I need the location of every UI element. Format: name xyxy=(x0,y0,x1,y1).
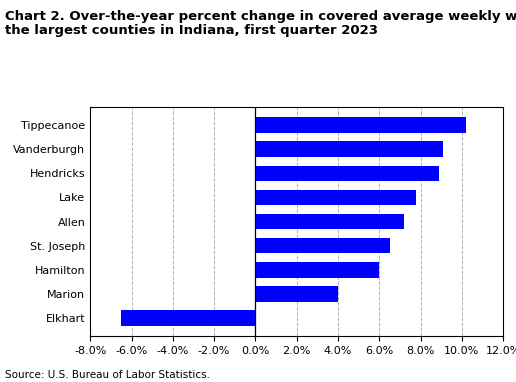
Bar xyxy=(255,117,466,133)
Text: the largest counties in Indiana, first quarter 2023: the largest counties in Indiana, first q… xyxy=(5,24,378,37)
Bar xyxy=(255,141,443,157)
Bar xyxy=(255,262,379,278)
Bar xyxy=(255,238,390,254)
Text: Chart 2. Over-the-year percent change in covered average weekly wages among: Chart 2. Over-the-year percent change in… xyxy=(5,10,516,23)
Bar xyxy=(255,189,416,205)
Text: Source: U.S. Bureau of Labor Statistics.: Source: U.S. Bureau of Labor Statistics. xyxy=(5,370,210,380)
Bar xyxy=(255,165,439,181)
Bar xyxy=(255,214,404,229)
Bar xyxy=(255,286,338,302)
Bar xyxy=(121,310,255,326)
